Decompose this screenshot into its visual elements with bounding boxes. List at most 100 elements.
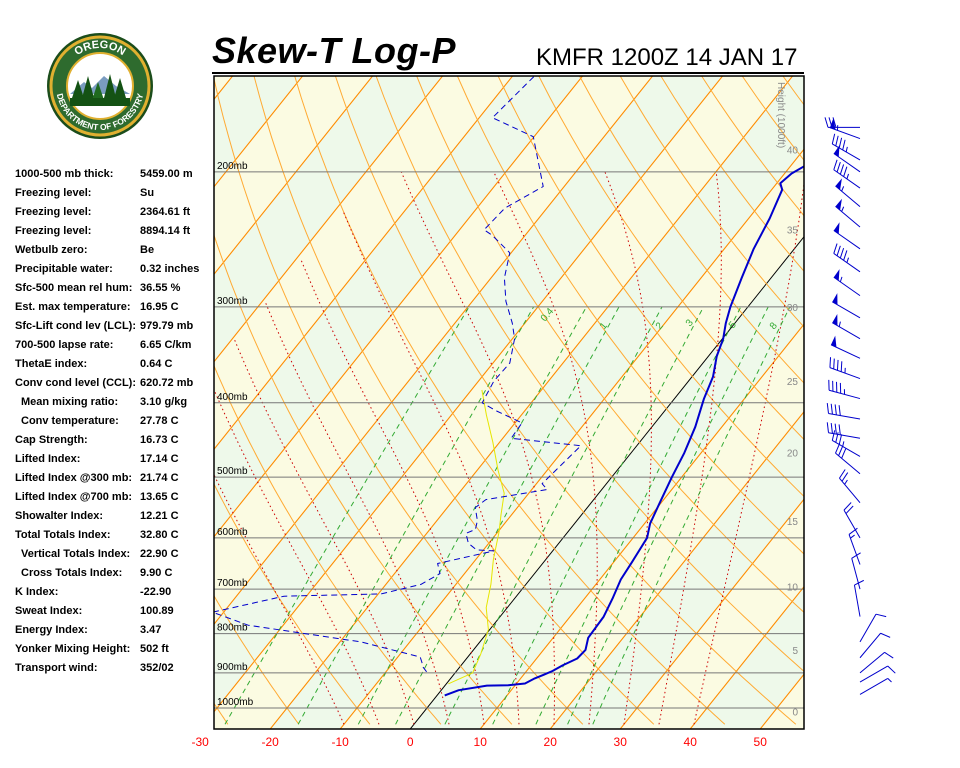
moist-adiabat: [693, 180, 804, 725]
wind-barb-staff: [833, 230, 861, 250]
wind-barb-half: [846, 173, 850, 180]
dry-adiabat: [538, 76, 804, 441]
wind-barb-full: [887, 665, 896, 674]
x-tick-label: -20: [262, 735, 280, 749]
wind-barb-flag: [833, 269, 840, 281]
stat-value: Be: [140, 244, 155, 256]
mixing-ratio-line: [395, 306, 620, 725]
stat-value: 32.80 C: [140, 529, 179, 541]
wind-barb: [833, 159, 861, 189]
stat-label: Lifted Index:: [15, 453, 81, 465]
stat-value: 0.32 inches: [140, 263, 200, 275]
x-tick-label: 0: [407, 735, 414, 749]
stat-row: Freezing level: 2364.61 ft: [15, 206, 215, 225]
x-tick-label: 30: [614, 735, 628, 749]
height-tick-label: 40: [787, 145, 799, 156]
wind-barb-full: [839, 247, 845, 259]
stat-row: 700-500 lapse rate: 6.65 C/km: [15, 339, 215, 358]
pressure-label: 200mb: [217, 161, 248, 172]
stat-row: Yonker Mixing Height: 502 ft: [15, 643, 215, 662]
wind-barb: [828, 379, 861, 400]
wind-barb-full: [875, 613, 887, 618]
wind-barb: [824, 117, 860, 128]
stat-row: Sfc-Lift cond lev (LCL): 979.79 mb: [15, 320, 215, 339]
wind-barb-full: [848, 527, 858, 535]
svg-text:OREGON: OREGON: [72, 39, 127, 58]
pressure-label: 1000mb: [217, 697, 254, 708]
stat-value: 17.14 C: [140, 453, 179, 465]
wind-barb-staff: [843, 509, 861, 539]
wind-barb-full: [880, 632, 891, 638]
wind-barb-full: [838, 405, 841, 416]
wind-barb-full: [838, 434, 843, 445]
wind-barb: [853, 579, 864, 617]
wind-barb-full: [826, 403, 829, 414]
stat-label: Vertical Totals Index:: [21, 548, 131, 560]
wind-barb: [859, 651, 894, 674]
stat-label: ThetaE index:: [15, 358, 88, 370]
wind-barb: [859, 677, 892, 695]
wind-barb-flag: [832, 314, 838, 326]
stat-value: 502 ft: [140, 643, 169, 655]
dry-adiabat: [294, 76, 726, 725]
mixing-ratio-line: [357, 306, 587, 725]
wind-barb-half: [887, 678, 892, 683]
isotherm-line: [214, 76, 654, 626]
stat-label: Cross Totals Index:: [21, 567, 123, 579]
wind-barb-full: [824, 117, 829, 128]
wind-barb-half: [838, 321, 841, 327]
stat-row: Cap Strength: 16.73 C: [15, 434, 215, 453]
wind-barb-half: [846, 257, 850, 263]
stat-value: 6.65 C/km: [140, 339, 192, 351]
wind-barb-full: [833, 243, 838, 254]
wind-barb-staff: [835, 452, 861, 475]
wind-barb-staff: [859, 613, 877, 643]
wind-barb-full: [834, 423, 837, 435]
wind-barb-flag: [835, 198, 842, 211]
wind-barb-full: [838, 445, 844, 456]
wind-barb-staff: [832, 301, 861, 319]
height-tick-label: 5: [792, 646, 798, 657]
dry-adiabat: [578, 76, 804, 384]
stat-label: Freezing level:: [15, 187, 92, 199]
stat-row: Mean mixing ratio: 3.10 g/kg: [15, 396, 215, 415]
isotherm-line: [214, 76, 444, 363]
mixing-ratio-line: [444, 306, 663, 725]
wind-barb: [833, 243, 861, 273]
wind-barb: [859, 665, 896, 683]
pressure-label: 400mb: [217, 392, 248, 403]
dry-adiabat: [887, 53, 960, 724]
stat-row: Freezing level: 8894.14 ft: [15, 225, 215, 244]
stat-row: Conv temperature: 27.78 C: [15, 415, 215, 434]
mixing-ratio-line: [592, 306, 791, 725]
stat-label: Sweat Index:: [15, 605, 83, 617]
dry-adiabat: [375, 76, 804, 672]
stat-value: 16.73 C: [140, 434, 179, 446]
stat-row: Energy Index: 3.47: [15, 624, 215, 643]
sounding-profiles: [214, 76, 804, 697]
stat-row: Est. max temperature: 16.95 C: [15, 301, 215, 320]
stat-value: 27.78 C: [140, 415, 179, 427]
wind-barb-full: [826, 422, 829, 433]
stat-row: Sweat Index: 100.89: [15, 605, 215, 624]
wind-barb-full: [836, 359, 839, 371]
dry-adiabat: [214, 364, 442, 725]
dry-adiabat: [214, 233, 513, 725]
wind-barb-staff: [832, 440, 861, 457]
wind-barb: [833, 269, 861, 297]
dry-adiabat: [926, 53, 960, 724]
stat-value: 0.64 C: [140, 358, 173, 370]
wind-barb: [835, 178, 861, 207]
mixing-ratio-label: 3: [684, 317, 696, 329]
temperature-profile-line: [444, 165, 804, 697]
wind-barb-staff: [829, 127, 861, 140]
stat-value: 3.10 g/kg: [140, 396, 188, 408]
wind-barb-half: [839, 276, 843, 283]
stat-value: 13.65 C: [140, 491, 179, 503]
x-tick-label: 20: [544, 735, 558, 749]
wind-barb-full: [833, 358, 835, 370]
dry-adiabat: [847, 53, 960, 724]
title-underline: [212, 72, 804, 74]
stat-value: 16.95 C: [140, 301, 179, 313]
dry-adiabat: [416, 76, 804, 613]
